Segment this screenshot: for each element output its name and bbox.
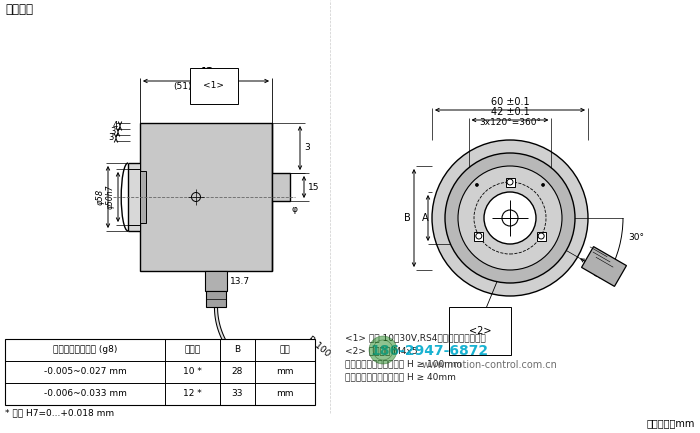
Text: φ50h7: φ50h7 [106, 185, 115, 209]
Circle shape [507, 179, 513, 185]
Text: <1> 直流 10～30V,RS4西安德伍拓架的数值: <1> 直流 10～30V,RS4西安德伍拓架的数值 [345, 333, 486, 342]
Text: 弹性安装，电缆弯曲半径 H ≥ 100mm: 弹性安装，电缆弯曲半径 H ≥ 100mm [345, 359, 462, 368]
Circle shape [432, 140, 588, 296]
Text: 33: 33 [232, 390, 244, 398]
Bar [272, 173, 290, 201]
Text: 42 ±0.1: 42 ±0.1 [491, 107, 529, 117]
Text: 28: 28 [232, 368, 243, 377]
Circle shape [476, 233, 482, 239]
Text: B: B [234, 346, 241, 355]
Circle shape [458, 166, 562, 270]
Text: <2> 安装螺钉 M4x5: <2> 安装螺钉 M4x5 [345, 346, 418, 355]
Bar [505, 178, 514, 187]
Text: φ: φ [291, 205, 297, 214]
Bar [205, 271, 227, 291]
Text: 10 *: 10 * [183, 368, 202, 377]
Text: 同步法兰: 同步法兰 [5, 3, 33, 16]
Text: -0.006~0.033 mm: -0.006~0.033 mm [43, 390, 127, 398]
Bar [140, 171, 146, 223]
Bar [206, 291, 226, 307]
Text: 4: 4 [113, 122, 118, 130]
Text: 42: 42 [198, 67, 214, 77]
Circle shape [502, 210, 518, 226]
Bar [582, 247, 626, 286]
Text: 尺寸单位：mm: 尺寸单位：mm [647, 418, 695, 428]
Bar [140, 123, 272, 271]
Text: mm: mm [276, 390, 294, 398]
Text: * 公差 H7=0...+0.018 mm: * 公差 H7=0...+0.018 mm [5, 408, 114, 417]
Text: 3: 3 [304, 143, 309, 152]
Text: 单位: 单位 [279, 346, 290, 355]
Text: 固定安装，电缆弯曲半径 H ≥ 40mm: 固定安装，电缆弯曲半径 H ≥ 40mm [345, 372, 456, 381]
Bar [5, 339, 315, 405]
Text: 3x120°=360°: 3x120°=360° [479, 118, 541, 127]
Text: 15: 15 [308, 182, 319, 191]
Text: 3: 3 [108, 133, 114, 142]
Text: 186-2947-6872: 186-2947-6872 [371, 344, 489, 358]
Text: 17: 17 [591, 269, 605, 282]
Text: 60 ±0.1: 60 ±0.1 [491, 97, 529, 107]
Text: <1>: <1> [204, 81, 225, 90]
Text: 安装轴的尺寸要求 (g8): 安装轴的尺寸要求 (g8) [52, 346, 117, 355]
Text: <2>: <2> [469, 326, 491, 336]
Circle shape [445, 153, 575, 283]
Text: φ7: φ7 [284, 391, 296, 401]
Text: -0.005~0.027 mm: -0.005~0.027 mm [43, 368, 127, 377]
Text: (51): (51) [174, 81, 192, 90]
Text: www.motion-control.com.cn: www.motion-control.com.cn [422, 360, 558, 370]
Text: 13.7: 13.7 [230, 277, 250, 285]
Bar [475, 232, 483, 240]
Text: mm: mm [276, 368, 294, 377]
Text: B: B [405, 213, 411, 223]
Circle shape [369, 336, 397, 364]
Bar [128, 163, 140, 231]
Text: 3: 3 [111, 127, 116, 136]
Text: 12 *: 12 * [183, 390, 202, 398]
Text: φ58: φ58 [96, 189, 105, 205]
Text: R 100: R 100 [306, 335, 332, 359]
Text: 30°: 30° [628, 233, 644, 242]
Circle shape [542, 184, 545, 187]
Bar [537, 232, 546, 240]
Text: A: A [422, 213, 429, 223]
Text: 空心轴: 空心轴 [184, 346, 201, 355]
Circle shape [475, 184, 478, 187]
Circle shape [484, 192, 536, 244]
Circle shape [538, 233, 544, 239]
